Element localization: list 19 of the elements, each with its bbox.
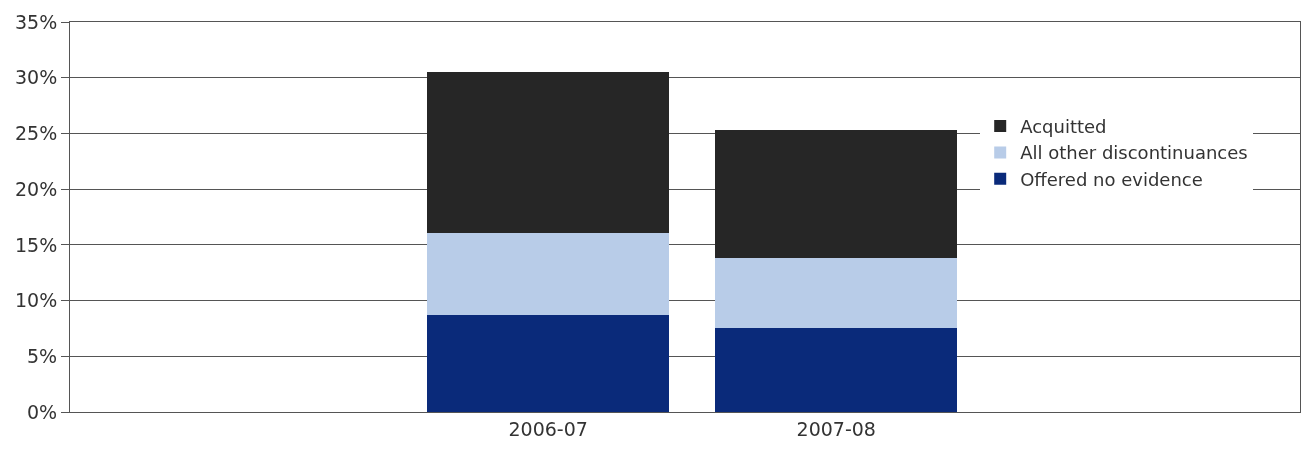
y-tick-label: 10% [14,289,58,312]
bar [427,315,670,412]
legend-label: Acquitted [1020,116,1107,138]
y-tick-label: 5% [27,344,58,367]
bar [427,232,670,316]
y-tick-label: 0% [27,400,58,423]
bar [715,130,958,259]
y-tick-label: 30% [14,66,58,89]
legend-label: All other discontinuances [1020,142,1248,164]
legend-label: Offered no evidence [1020,168,1203,190]
bar [715,258,958,329]
y-tick-label: 35% [14,10,58,33]
bar [715,328,958,412]
y-tick-label: 20% [14,177,58,200]
y-tick-label: 15% [14,233,58,256]
x-tick-label: 2007-08 [796,417,876,440]
bar [427,72,670,233]
y-tick-label: 25% [14,122,58,145]
x-tick-label: 2006-07 [508,417,588,440]
